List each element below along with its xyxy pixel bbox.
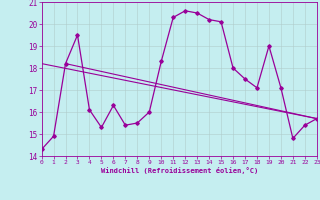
X-axis label: Windchill (Refroidissement éolien,°C): Windchill (Refroidissement éolien,°C) (100, 167, 258, 174)
